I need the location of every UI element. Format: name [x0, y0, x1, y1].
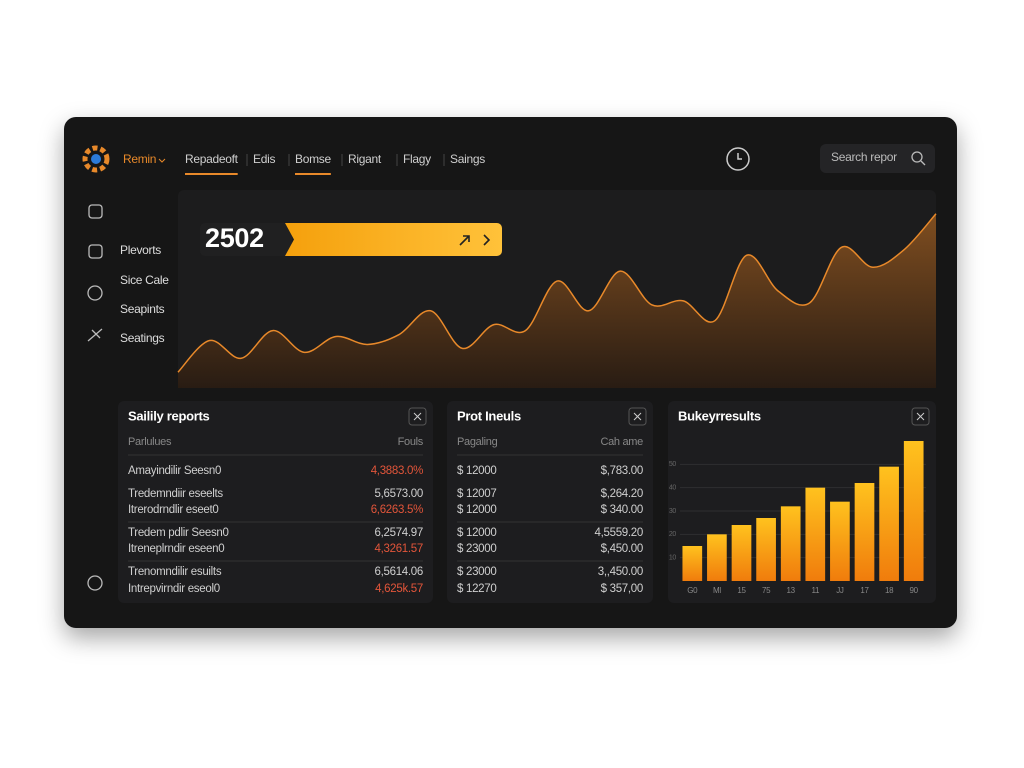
panel-title: Bukeyrresults	[678, 408, 761, 423]
row-label: $ 23000	[457, 543, 496, 555]
row-value: 3,,450.00	[598, 566, 643, 578]
row-value: $,783.00	[601, 465, 643, 477]
panel-title: Prot Ineuls	[457, 408, 521, 423]
row-value: $ 340.00	[601, 504, 643, 516]
close-button[interactable]	[628, 407, 647, 426]
row-value: 4,625k.57	[375, 583, 423, 595]
bar	[731, 525, 752, 581]
x-tick-label: G0	[687, 586, 698, 595]
hero-progress	[285, 223, 502, 256]
bar	[682, 546, 703, 581]
column-header: Pagaling	[457, 436, 498, 448]
brand[interactable]: Remin	[123, 152, 156, 166]
y-tick-label: 40	[669, 485, 677, 492]
x-tick-label: 75	[762, 586, 771, 595]
panel	[447, 401, 653, 603]
clock-hands	[737, 153, 742, 160]
row-value: 4,3883.0%	[371, 465, 423, 477]
bar	[830, 501, 850, 581]
row-label: $ 12007	[457, 488, 496, 500]
x-tick-label: 15	[737, 586, 746, 595]
brand-caret	[158, 158, 166, 163]
panel-title: Sailily reports	[128, 408, 210, 423]
row-label: Trenomndilir esuilts	[128, 566, 222, 578]
bar	[854, 483, 875, 581]
row-value: $ 357,00	[601, 583, 643, 595]
y-tick-label: 10	[669, 555, 677, 562]
row-value: 4,3261.57	[375, 543, 423, 555]
y-tick-label: 20	[669, 531, 677, 538]
column-header: Parlulues	[128, 436, 172, 448]
hero-value: 2502	[205, 223, 264, 253]
row-label: $ 23000	[457, 566, 496, 578]
row-value: $,264.20	[601, 488, 643, 500]
row-label: Tredemndiir eseelts	[128, 488, 223, 500]
panel	[118, 401, 433, 603]
x-tick-label: 17	[860, 586, 869, 595]
nav-item[interactable]: Flagy	[403, 152, 431, 166]
row-label: Tredem pdlir Seesn0	[128, 527, 229, 539]
x-tick-label: 11	[811, 586, 820, 595]
x-tick-label: JJ	[836, 586, 844, 595]
row-label: $ 12000	[457, 527, 496, 539]
search-placeholder[interactable]: Search repor	[831, 150, 897, 164]
close-icon	[633, 412, 642, 421]
row-value: 6,5614.06	[375, 566, 423, 578]
clock-icon[interactable]	[726, 147, 750, 171]
row-value: 4,5559.20	[595, 527, 643, 539]
hero-value-box	[200, 223, 292, 256]
y-tick-label: 50	[669, 461, 677, 468]
bar	[756, 518, 776, 581]
close-icon	[413, 412, 422, 421]
nav-item[interactable]: Repadeoft	[185, 152, 239, 166]
sidebar-icons	[87, 204, 103, 591]
bar	[805, 487, 826, 581]
search-box[interactable]	[820, 144, 935, 173]
search-icon	[911, 151, 923, 163]
bar	[903, 441, 924, 581]
x-tick-label: 13	[787, 586, 796, 595]
nav-item[interactable]: Bomse	[295, 152, 332, 166]
nav-item[interactable]: Saings	[450, 152, 485, 166]
nav-item[interactable]: Rigant	[348, 152, 382, 166]
hero-arrows[interactable]	[459, 234, 491, 246]
bar	[879, 466, 899, 581]
row-value: 6,6263.5%	[371, 504, 423, 516]
close-icon	[916, 412, 925, 421]
row-value: $,450.00	[601, 543, 643, 555]
row-value: 6,2574.97	[375, 527, 423, 539]
x-tick-label: 18	[885, 586, 894, 595]
search-icon-handle	[920, 160, 926, 166]
column-header: Fouls	[398, 436, 424, 448]
row-label: Intrepvirndir eseol0	[128, 583, 220, 595]
sidebar-item[interactable]: Seatings	[120, 331, 165, 345]
sidebar-item[interactable]: Sice Cale	[120, 273, 170, 287]
row-label: Amayindilir Seesn0	[128, 465, 221, 477]
bar	[780, 506, 801, 581]
row-label: Itrerodrndlir eseet0	[128, 504, 219, 516]
x-tick-label: Ml	[713, 586, 721, 595]
sidebar-item[interactable]: Seapints	[120, 302, 165, 316]
row-label: Itreneplrndir eseen0	[128, 543, 224, 555]
logo	[82, 145, 110, 173]
y-tick-label: 30	[669, 508, 677, 515]
nav-item[interactable]: Edis	[253, 152, 276, 166]
bar	[707, 534, 727, 581]
row-value: 5,6573.00	[375, 488, 423, 500]
row-label: $ 12270	[457, 583, 496, 595]
x-tick-label: 90	[910, 586, 919, 595]
column-header: Cah ame	[600, 436, 643, 448]
row-label: $ 12000	[457, 465, 496, 477]
close-button[interactable]	[408, 407, 427, 426]
sidebar-item[interactable]: Plevorts	[120, 243, 162, 257]
hero-line	[177, 213, 937, 373]
close-button[interactable]	[911, 407, 930, 426]
row-label: $ 12000	[457, 504, 496, 516]
